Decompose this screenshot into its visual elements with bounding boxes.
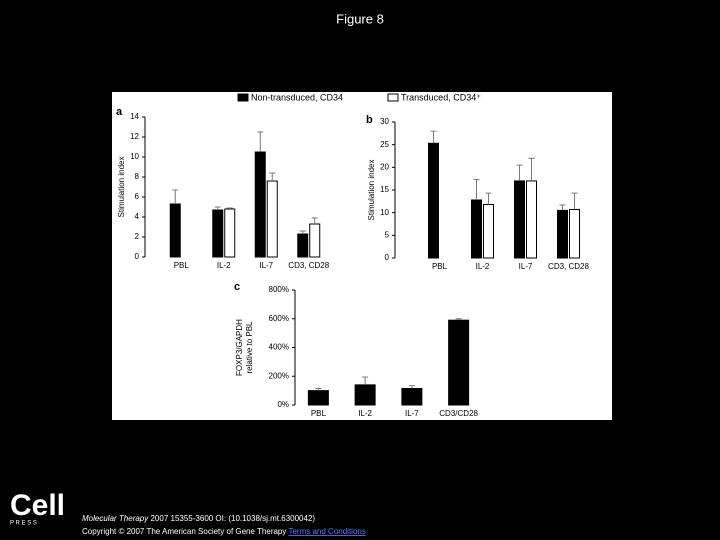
y-tick-label: 4	[135, 212, 140, 221]
y-tick-label: 0	[135, 252, 140, 261]
legend-swatch	[387, 93, 399, 102]
error-bar	[269, 172, 276, 181]
copyright-text: Copyright © 2007 The American Society of…	[82, 527, 286, 536]
y-tick-label: 30	[380, 117, 389, 126]
y-axis-label: relative to PBL	[245, 321, 254, 374]
x-tick-label: IL-7	[519, 262, 533, 271]
bar	[514, 180, 525, 259]
journal: Molecular Therapy	[82, 514, 149, 523]
error-bar	[516, 164, 523, 181]
x-tick-label: PBL	[174, 261, 190, 270]
error-bar	[408, 385, 415, 389]
y-tick-label: 14	[130, 112, 139, 121]
x-tick-label: CD3/CD28	[439, 409, 478, 418]
error-bar	[315, 387, 322, 391]
error-bar	[571, 192, 578, 210]
bar	[354, 384, 376, 406]
bar	[254, 151, 266, 258]
error-bar	[455, 318, 462, 321]
bar	[266, 180, 278, 258]
y-tick-label: 2	[135, 232, 140, 241]
slide-title: Figure 8	[336, 11, 384, 26]
bar	[557, 209, 568, 259]
x-tick-label: IL-2	[217, 261, 231, 270]
x-tick-label: IL-7	[259, 261, 273, 270]
error-bar	[214, 206, 221, 210]
bar	[169, 203, 181, 258]
y-tick-label: 20	[380, 162, 389, 171]
terms-link[interactable]: Terms and Conditions	[288, 527, 365, 536]
y-tick-label: 25	[380, 140, 389, 149]
error-bar	[485, 192, 492, 205]
error-bar	[257, 131, 264, 152]
x-tick-label: PBL	[432, 262, 448, 271]
x-tick-label: PBL	[311, 409, 327, 418]
y-axis-label: Stimulation index	[117, 157, 126, 218]
y-tick-label: 10	[130, 152, 139, 161]
x-tick-label: IL-2	[476, 262, 490, 271]
y-tick-label: 0%	[277, 400, 289, 409]
error-bar	[172, 189, 179, 204]
y-tick-label: 800%	[269, 285, 289, 294]
logo-sub: P R E S S	[10, 521, 37, 527]
y-tick-label: 15	[380, 185, 389, 194]
bar	[401, 387, 423, 406]
error-bar	[226, 207, 233, 209]
bar	[569, 208, 580, 259]
bar	[224, 208, 236, 258]
bar	[483, 204, 494, 259]
y-tick-label: 400%	[269, 343, 289, 352]
bar	[309, 223, 321, 258]
panel-label: c	[234, 281, 240, 293]
x-tick-label: IL-2	[358, 409, 372, 418]
y-tick-label: 0	[385, 253, 390, 262]
copyright: Copyright © 2007 The American Society of…	[82, 527, 366, 536]
legend-label: Transduced, CD34⁺	[401, 92, 481, 102]
bar	[212, 209, 224, 258]
bar	[297, 233, 309, 258]
x-tick-label: CD3, CD28	[288, 261, 329, 270]
legend-swatch	[237, 93, 249, 102]
error-bar	[311, 217, 318, 224]
bar	[428, 142, 439, 259]
error-bar	[528, 157, 535, 181]
error-bar	[559, 204, 566, 211]
citation: Molecular Therapy 2007 15355-3600 OI: (1…	[82, 514, 315, 523]
error-bar	[362, 376, 369, 385]
x-tick-label: IL-7	[405, 409, 419, 418]
logo: Cell	[10, 489, 65, 522]
bar	[307, 390, 329, 406]
panel-label: b	[366, 114, 373, 126]
citation-text: 2007 15355-3600 OI: (10.1038/sj.mt.63000…	[150, 514, 315, 523]
y-tick-label: 6	[135, 192, 140, 201]
y-tick-label: 12	[130, 132, 139, 141]
y-tick-label: 600%	[269, 314, 289, 323]
x-tick-label: CD3, CD28	[548, 262, 589, 271]
bar	[471, 199, 482, 259]
y-axis-label: Stimulation index	[367, 160, 376, 221]
legend-label: Non-transduced, CD34	[251, 92, 343, 102]
bar	[448, 319, 470, 406]
y-axis-label: FOXP3/GAPDH	[235, 319, 244, 376]
y-tick-label: 5	[385, 230, 390, 239]
error-bar	[473, 179, 480, 200]
error-bar	[299, 230, 306, 234]
y-tick-label: 200%	[269, 371, 289, 380]
y-tick-label: 10	[380, 208, 389, 217]
error-bar	[430, 130, 437, 144]
panel-label: a	[116, 106, 123, 118]
y-tick-label: 8	[135, 172, 140, 181]
bar	[526, 180, 537, 259]
